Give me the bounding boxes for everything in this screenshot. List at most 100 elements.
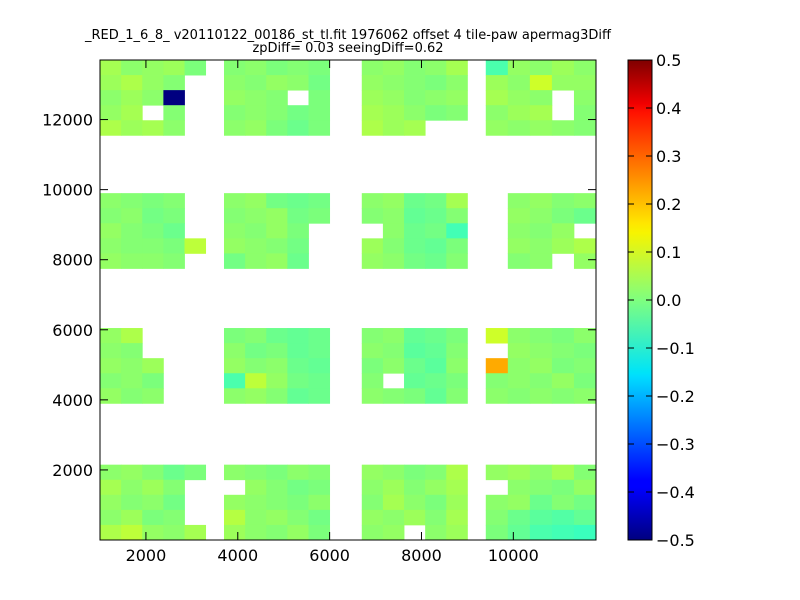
heatmap-cell [382,509,405,526]
heatmap-cell [224,75,246,91]
y-tick-label: 8000 [52,251,93,270]
colorbar-tick-label: −0.1 [656,339,695,358]
heatmap-cell [425,358,447,374]
heatmap-cell [308,75,331,91]
heatmap-cell [507,464,531,481]
heatmap-cell [142,223,164,239]
heatmap-cell [529,238,553,254]
heatmap-cell [266,373,288,389]
heatmap-cell [121,120,143,136]
heatmap-cell [361,120,384,136]
heatmap-cell [551,358,575,374]
heatmap-cell [446,223,468,239]
heatmap-cell [404,358,426,374]
heatmap-cell [184,524,207,541]
heatmap-cell [425,60,447,76]
heatmap-cell [382,358,405,374]
heatmap-cell [245,479,267,496]
heatmap-cell [100,120,122,136]
x-tick-label: 10000 [488,546,539,565]
heatmap-cell [245,343,267,359]
heatmap-cell [100,464,122,481]
heatmap-cell [551,479,575,496]
heatmap-cell [425,253,447,269]
heatmap-cell [266,60,288,76]
heatmap-cell [485,464,509,481]
heatmap-cell [121,494,143,511]
heatmap-cell [485,494,509,511]
heatmap-cell [425,238,447,254]
heatmap-cell [142,494,164,511]
heatmap-cell [224,328,246,344]
heatmap-cell [507,120,531,136]
heatmap-cell [404,343,426,359]
heatmap-cell [308,90,331,106]
heatmap-cell [529,479,553,496]
heatmap-cell [287,328,309,344]
heatmap-cell [266,238,288,254]
colorbar-tick-label: −0.3 [656,435,695,454]
heatmap-cell [425,90,447,106]
heatmap-cell [425,388,447,404]
heatmap-cell [266,253,288,269]
colorbar-tick-label: −0.4 [656,483,695,502]
heatmap-cell [404,208,426,224]
heatmap-cell [551,524,575,541]
plot-frame [99,59,597,541]
detector-tile [100,60,207,136]
y-tick-label: 10000 [42,181,93,200]
heatmap-cell [446,60,468,76]
heatmap-cell [573,90,597,106]
heatmap-cell [100,524,122,541]
heatmap-cell [425,75,447,91]
heatmap-cell [382,343,405,359]
detector-tile [361,193,468,269]
detector-tile [485,60,597,136]
heatmap-cell [266,105,288,121]
heatmap-cell [425,328,447,344]
colorbar-tick-label: −0.2 [656,387,695,406]
heatmap-cell [382,193,405,209]
heatmap-cell [382,105,405,121]
heatmap-cell [266,75,288,91]
heatmap-cell [121,328,143,344]
heatmap-cell [551,343,575,359]
heatmap-cell [507,60,531,76]
heatmap-cell [224,253,246,269]
heatmap-cell [573,358,597,374]
heatmap-cell [382,328,405,344]
heatmap-cell [485,524,509,541]
heatmap-cell [573,328,597,344]
heatmap-cell [100,238,122,254]
heatmap-cell [142,238,164,254]
heatmap-cell [551,75,575,91]
heatmap-cell [382,75,405,91]
heatmap-cell [382,223,405,239]
heatmap-cell [100,328,122,344]
heatmap-cell [100,193,122,209]
heatmap-cell [551,328,575,344]
heatmap-cell [224,193,246,209]
heatmap-cell [142,60,164,76]
heatmap-cell [287,208,309,224]
heatmap-cell [163,105,185,121]
heatmap-cell [245,238,267,254]
heatmap-cell [446,253,468,269]
heatmap-cell [266,494,288,511]
y-tick-label: 2000 [52,461,93,480]
heatmap-cell [425,208,447,224]
heatmap-cell [121,524,143,541]
heatmap-cell [529,358,553,374]
heatmap-cell [224,343,246,359]
heatmap-cell [361,328,384,344]
heatmap-cell [382,120,405,136]
heatmap-cell [224,509,246,526]
heatmap-cell [446,464,468,481]
heatmap-cell [361,509,384,526]
heatmap-cell [507,90,531,106]
heatmap-cell [529,105,553,121]
heatmap-cell [573,509,597,526]
heatmap-cell [287,509,309,526]
colorbar-tick-label: 0.3 [656,147,681,166]
heatmap-cell [163,193,185,209]
